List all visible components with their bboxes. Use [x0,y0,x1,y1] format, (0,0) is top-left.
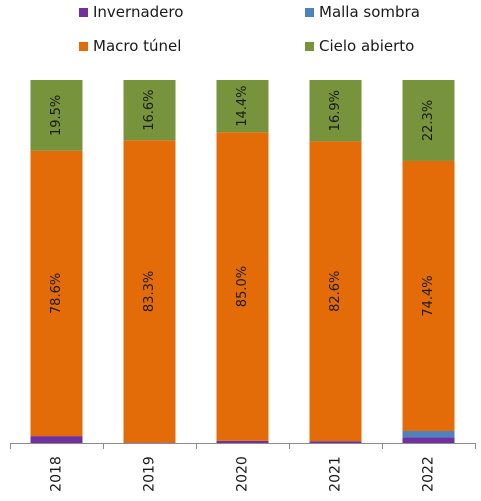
bar-invernadero-2022 [402,437,455,443]
bar-cielo-abierto-2020 [216,80,269,133]
legend-label-malla-sombra: Malla sombra [319,3,420,21]
data-labels: 78.6% 19.5% 83.3% 16.6% 85.0% 14.4% 82.6% 16.9%… [49,85,436,316]
bar-macro-tunel-2021 [309,141,362,442]
bar-macro-tunel-2019 [123,140,176,443]
bar-stack-2021 [309,80,362,443]
bar-cielo-abierto-2021 [309,80,362,142]
x-tick-label-2019: 2019 [142,456,158,492]
bar-invernadero-2020 [216,440,269,443]
legend-item-malla-sombra: Malla sombra [305,3,420,21]
x-axis: 2018 2019 2020 2021 2022 [10,443,476,492]
legend-label-invernadero: Invernadero [93,3,183,21]
data-label-cielo-abierto-2021: 16.9% [328,90,343,131]
x-tick-label-2021: 2021 [328,456,344,492]
legend-label-cielo-abierto: Cielo abierto [319,37,414,55]
data-label-cielo-abierto-2018: 19.5% [49,95,64,136]
bar-stack-2020 [216,80,269,443]
bar-malla-sombra-2022 [402,431,455,438]
data-label-macro-tunel-2021: 82.6% [328,271,343,312]
data-label-macro-tunel-2020: 85.0% [235,266,250,307]
data-label-cielo-abierto-2020: 14.4% [235,85,250,126]
data-label-macro-tunel-2018: 78.6% [49,273,64,314]
legend-label-macro-tunel: Macro túnel [93,37,181,55]
bar-macro-tunel-2022 [402,160,455,432]
bar-invernadero-2021 [309,441,362,443]
bar-macro-tunel-2018 [30,150,83,437]
bar-cielo-abierto-2022 [402,80,455,161]
data-label-macro-tunel-2022: 74.4% [421,275,436,316]
bar-stack-2022 [402,80,455,443]
legend-item-invernadero: Invernadero [79,3,183,21]
bar-stack-2019 [123,80,176,443]
x-tick-label-2022: 2022 [421,456,437,492]
bar-macro-tunel-2020 [216,132,269,441]
data-label-macro-tunel-2019: 83.3% [142,271,157,312]
bar-cielo-abierto-2019 [123,80,176,141]
x-tick-label-2020: 2020 [235,456,251,492]
legend-swatch-malla-sombra [305,8,314,17]
legend-item-macro-tunel: Macro túnel [79,37,181,55]
legend-swatch-invernadero [79,8,88,17]
bar-cielo-abierto-2018 [30,80,83,151]
bars [30,80,455,443]
legend-swatch-cielo-abierto [305,42,314,51]
legend-item-cielo-abierto: Cielo abierto [305,37,414,55]
legend-swatch-macro-tunel [79,42,88,51]
bar-invernadero-2018 [30,436,83,443]
data-label-cielo-abierto-2022: 22.3% [421,100,436,141]
data-label-cielo-abierto-2019: 16.6% [142,89,157,130]
x-tick-label-2018: 2018 [49,456,65,492]
legend: Invernadero Malla sombra Macro túnel Cielo … [79,3,420,55]
bar-stack-2018 [30,80,83,443]
